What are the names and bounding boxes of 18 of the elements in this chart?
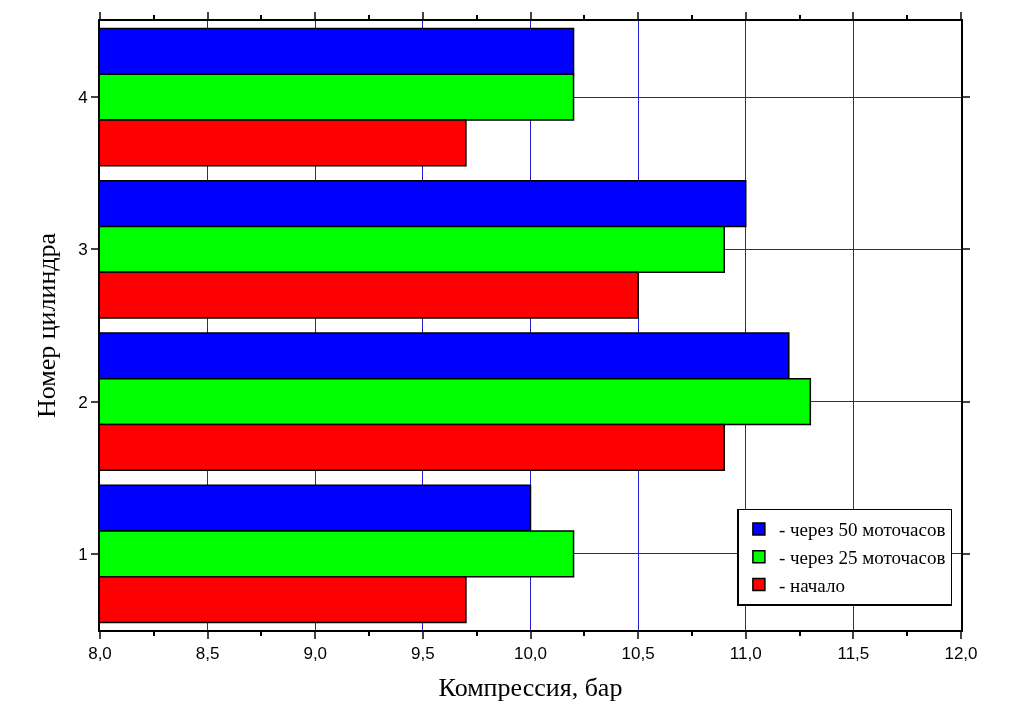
y-tick-label: 1 [78, 544, 88, 564]
y-axis-title: Номер цилиндра [32, 232, 62, 419]
legend-label: - начало [778, 574, 845, 596]
x-tick-label: 9,5 [411, 644, 435, 664]
x-tick-label: 8,5 [195, 644, 220, 664]
x-tick-label: 11,0 [729, 644, 762, 664]
y-tick-label: 2 [78, 392, 88, 412]
x-tick-label: 10,0 [513, 644, 548, 664]
x-tick-label: 10,5 [621, 644, 655, 664]
x-tick-label: 12,0 [944, 644, 978, 664]
y-tick-label: 3 [78, 240, 88, 260]
legend-label: - через 50 моточасов [778, 519, 946, 541]
x-tick-label: 11,5 [837, 644, 870, 664]
x-tick-label: 9,0 [303, 644, 328, 664]
legend-label: - через 25 моточасов [778, 547, 946, 569]
y-tick-label: 4 [78, 88, 88, 108]
x-axis-title: Компрессия, бар [438, 672, 623, 702]
x-tick-label: 8,0 [88, 644, 112, 664]
